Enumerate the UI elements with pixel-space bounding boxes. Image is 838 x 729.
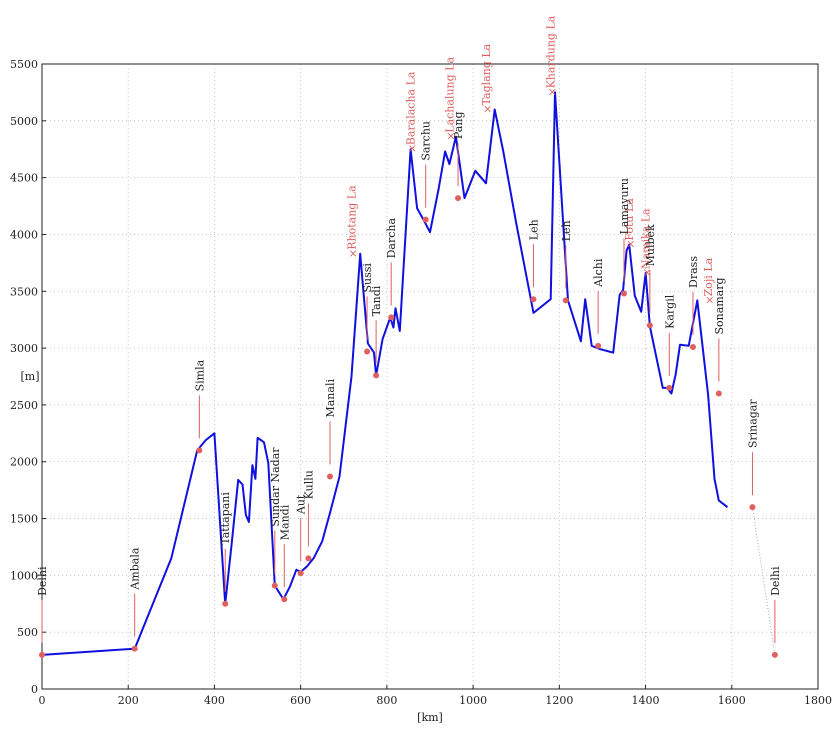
y-tick-label: 3500 xyxy=(10,285,38,298)
stop-marker xyxy=(297,570,304,577)
stop-marker xyxy=(455,195,462,202)
stop-marker xyxy=(196,447,203,454)
axis-ticks: 0 200 400 600 800 1000 1200 1400 1600 1800 0 500 100… xyxy=(10,58,832,707)
stop-marker xyxy=(621,290,627,297)
town-label: Leh xyxy=(560,220,573,241)
y-tick-label: 1500 xyxy=(10,513,38,526)
town-label: Aut xyxy=(295,494,308,515)
town-label: Darcha xyxy=(385,218,398,259)
x-tick-label: 1400 xyxy=(632,694,660,707)
town-label: Srinagar xyxy=(746,399,759,449)
stop-marker xyxy=(530,296,537,303)
pass-marker-x: × xyxy=(705,293,714,306)
x-tick-label: 400 xyxy=(204,694,225,707)
pass-marker-x: × xyxy=(349,247,358,260)
stop-marker xyxy=(326,473,333,480)
stop-marker xyxy=(562,297,569,304)
stop-markers xyxy=(39,195,778,658)
x-tick-label: 1000 xyxy=(459,694,487,707)
town-label: Sussi xyxy=(361,263,374,293)
y-tick-label: 5000 xyxy=(10,115,38,128)
town-label: Sundar Nadar xyxy=(269,447,282,527)
x-tick-label: 1200 xyxy=(545,694,573,707)
stop-marker xyxy=(771,651,778,658)
stop-marker xyxy=(388,314,395,321)
stop-marker xyxy=(281,596,288,603)
town-label: Kargil xyxy=(663,294,676,329)
pass-label: Lachalung La xyxy=(443,57,456,133)
plot-frame xyxy=(41,63,819,690)
stop-marker xyxy=(595,342,602,349)
stop-marker xyxy=(666,384,673,391)
y-tick-label: 0 xyxy=(31,683,38,696)
stop-marker xyxy=(689,343,696,350)
town-label: Leh xyxy=(527,219,540,240)
pass-marker-x: × xyxy=(548,85,557,98)
y-tick-label: 4500 xyxy=(10,172,38,185)
stop-marker xyxy=(749,504,756,511)
y-tick-label: 4000 xyxy=(10,228,38,241)
y-tick-label: 2000 xyxy=(10,456,38,469)
stop-marker xyxy=(715,390,722,397)
y-axis-label: [m] xyxy=(20,370,39,383)
pass-marker-x: × xyxy=(483,102,492,115)
stop-marker xyxy=(364,348,371,355)
town-label: Sarchu xyxy=(420,121,433,161)
town-label: Mulbek xyxy=(644,224,657,266)
town-label: Mandi xyxy=(278,504,291,540)
y-tick-label: 3000 xyxy=(10,342,38,355)
pass-marker-x: × xyxy=(643,266,652,279)
town-label: Delhi xyxy=(36,566,49,596)
pass-marker-x: × xyxy=(446,130,455,143)
route-line xyxy=(41,91,729,656)
y-tick-label: 500 xyxy=(17,626,38,639)
pass-label: Rhotang La xyxy=(346,185,359,250)
stop-marker xyxy=(305,555,312,562)
route-series-line xyxy=(41,91,729,656)
return-leg-line xyxy=(751,507,776,655)
stop-marker xyxy=(373,372,380,379)
label-leader-lines xyxy=(41,143,776,643)
x-axis-label: [km] xyxy=(417,711,443,724)
pass-label: Fotu La xyxy=(623,198,636,241)
x-tick-label: 0 xyxy=(39,694,46,707)
x-tick-label: 800 xyxy=(376,694,397,707)
pass-label: Namika La xyxy=(640,208,653,269)
stop-marker xyxy=(422,216,429,223)
town-label: Simla xyxy=(193,359,206,391)
town-label: Pang xyxy=(452,111,465,139)
town-label: Alchi xyxy=(592,258,605,288)
y-tick-label: 1000 xyxy=(10,569,38,582)
stop-marker xyxy=(222,600,229,607)
town-label: Ambala xyxy=(129,547,142,590)
x-tick-label: 200 xyxy=(118,694,139,707)
town-label: Tandi xyxy=(370,285,383,316)
x-tick-label: 1600 xyxy=(718,694,746,707)
pass-label: Baralacha La xyxy=(405,71,418,145)
pass-label: Zoji La xyxy=(702,257,715,296)
stop-marker xyxy=(39,651,45,658)
town-label: Tattapani xyxy=(219,492,232,545)
y-tick-label: 2500 xyxy=(10,399,38,412)
x-tick-label: 600 xyxy=(290,694,311,707)
town-label: Delhi xyxy=(769,566,782,596)
town-label: Manali xyxy=(324,379,337,418)
return-leg xyxy=(751,507,776,655)
stop-marker xyxy=(131,645,138,652)
pass-marker-x: × xyxy=(626,238,635,251)
town-label: Sonamarg xyxy=(713,277,726,334)
pass-label: Khardung La xyxy=(545,15,558,88)
town-label: Drass xyxy=(687,256,700,288)
stop-marker xyxy=(646,322,653,329)
town-label: Kullu xyxy=(302,470,315,499)
pass-marker-x: × xyxy=(408,142,417,155)
y-tick-label: 5500 xyxy=(10,58,38,71)
pass-label: Taglang La xyxy=(480,43,493,105)
x-tick-label: 1800 xyxy=(804,694,832,707)
town-label: Lamayuru xyxy=(618,178,631,235)
stop-marker xyxy=(271,582,278,589)
